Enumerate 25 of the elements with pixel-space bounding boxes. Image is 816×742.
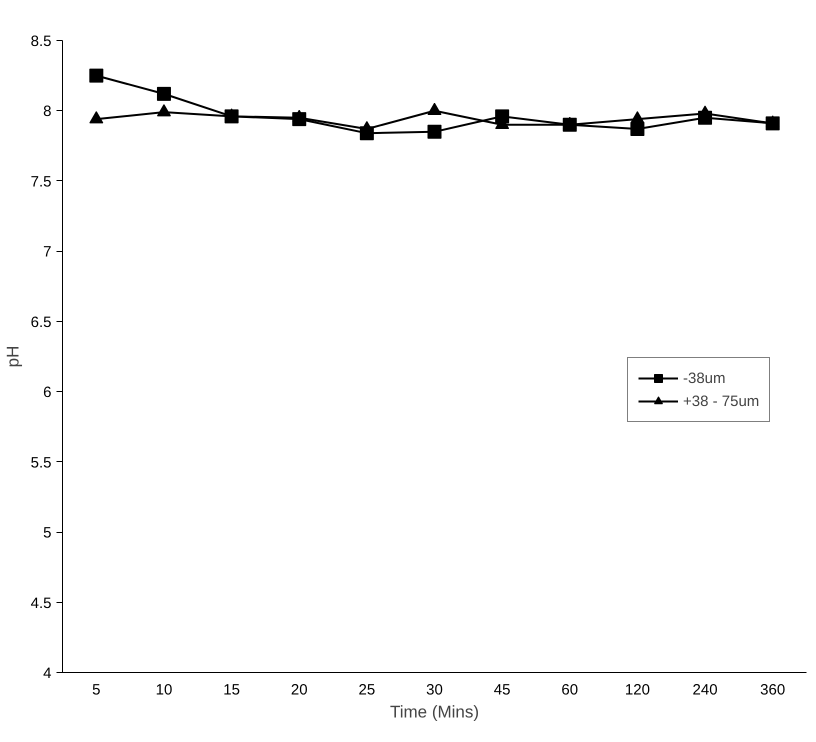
y-tick-label: 5.5 (30, 454, 52, 472)
x-tick-label: 60 (561, 682, 578, 698)
x-tick-label: 20 (290, 682, 308, 698)
x-tick-label: 5 (92, 682, 100, 698)
x-tick-label: 30 (426, 682, 443, 698)
legend-label: -38um (683, 370, 726, 386)
y-tick-label: 7 (43, 244, 52, 261)
x-tick-label: 10 (156, 682, 172, 698)
y-tick-label: 6.5 (30, 314, 52, 331)
x-tick-label: 360 (760, 682, 786, 698)
legend-label: +38 - 75um (683, 392, 760, 410)
y-tick-label: 4 (43, 665, 52, 682)
x-tick-label: 25 (358, 682, 376, 698)
x-tick-label: 15 (223, 682, 240, 698)
y-tick-label: 5 (43, 524, 52, 542)
y-axis-title: pH (4, 346, 23, 368)
x-tick-label: 240 (692, 682, 718, 698)
y-tick-label: 7.5 (30, 173, 52, 190)
x-tick-label: 120 (624, 682, 650, 698)
x-tick-label: 45 (494, 682, 510, 698)
y-tick-label: 4.5 (30, 594, 52, 612)
y-tick-label: 8.5 (30, 33, 52, 50)
y-tick-label: 6 (43, 384, 52, 402)
y-tick-label: 8 (43, 103, 52, 120)
x-axis-title: Time (Mins) (390, 702, 480, 722)
